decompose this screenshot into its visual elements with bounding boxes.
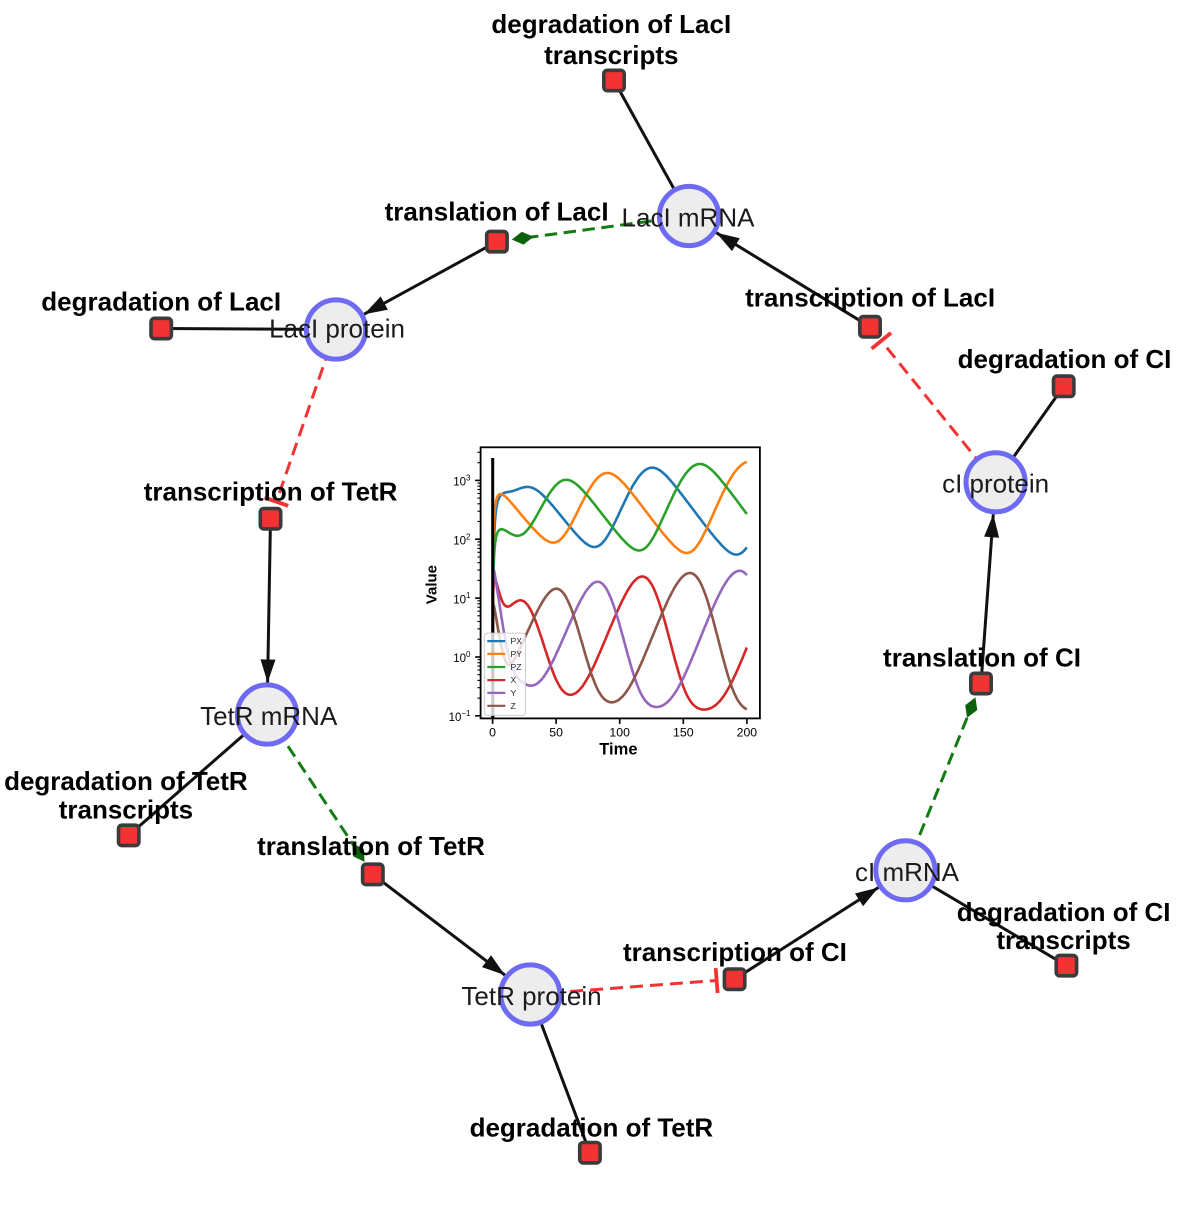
svg-text:100: 100 <box>609 725 630 739</box>
svg-text:Z: Z <box>511 701 516 711</box>
svg-text:TetR protein: TetR protein <box>461 981 601 1011</box>
svg-text:PY: PY <box>511 649 523 659</box>
svg-text:150: 150 <box>673 725 694 739</box>
svg-text:50: 50 <box>549 725 563 739</box>
svg-text:TetR mRNA: TetR mRNA <box>200 701 338 731</box>
svg-text:degradation of LacI: degradation of LacI <box>41 287 281 317</box>
svg-text:transcripts: transcripts <box>59 794 193 824</box>
svg-text:PZ: PZ <box>511 662 522 672</box>
svg-text:translation of CI: translation of CI <box>883 642 1081 672</box>
svg-text:translation of TetR: translation of TetR <box>257 831 485 861</box>
svg-text:transcription of LacI: transcription of LacI <box>745 283 995 313</box>
svg-text:cI protein: cI protein <box>942 468 1049 498</box>
svg-text:transcription of TetR: transcription of TetR <box>144 476 398 506</box>
svg-text:Y: Y <box>511 688 517 698</box>
svg-text:LacI protein: LacI protein <box>269 314 405 344</box>
svg-text:degradation of CI: degradation of CI <box>957 897 1171 927</box>
svg-text:Time: Time <box>599 740 637 758</box>
svg-text:degradation of CI: degradation of CI <box>958 344 1172 374</box>
svg-text:transcripts: transcripts <box>544 40 678 70</box>
svg-text:degradation of TetR: degradation of TetR <box>4 766 248 796</box>
svg-text:X: X <box>511 675 517 685</box>
svg-text:translation of LacI: translation of LacI <box>385 197 609 227</box>
svg-text:0: 0 <box>489 725 496 739</box>
svg-text:transcription of CI: transcription of CI <box>623 937 847 967</box>
svg-text:LacI mRNA: LacI mRNA <box>622 203 756 233</box>
svg-text:cI mRNA: cI mRNA <box>855 857 960 887</box>
svg-text:Value: Value <box>424 565 441 604</box>
svg-text:degradation of TetR: degradation of TetR <box>470 1112 714 1142</box>
svg-text:degradation of LacI: degradation of LacI <box>491 9 731 39</box>
svg-text:PX: PX <box>511 636 523 646</box>
svg-text:200: 200 <box>737 725 758 739</box>
svg-text:transcripts: transcripts <box>996 925 1130 955</box>
